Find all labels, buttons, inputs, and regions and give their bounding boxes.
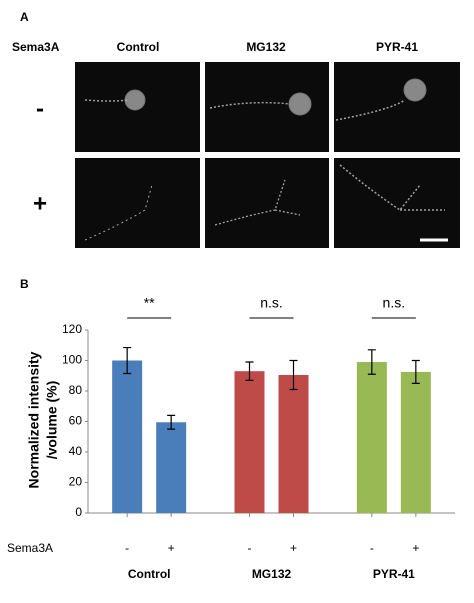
y-tick-label: 40 [69,444,83,458]
bar [400,371,431,513]
significance-label: ** [144,295,155,311]
y-tick-label: 80 [69,383,83,397]
row-header: Sema3A [12,40,60,54]
significance-label: n.s. [383,295,406,311]
group-label: PYR-41 [373,567,415,581]
column-label: Control [117,40,160,54]
bar [156,422,187,513]
column-label: MG132 [246,40,286,54]
significance-label: n.s. [260,295,283,311]
micrographs [75,62,460,248]
bar [234,371,265,513]
bar [278,374,309,513]
y-tick-label: 60 [69,414,83,428]
x-tick-label: + [412,541,419,555]
x-tick-label: + [168,541,175,555]
row-label: + [33,190,47,217]
y-tick-label: 0 [75,505,82,519]
bar [356,362,387,513]
error-bar [289,359,298,391]
column-label: PYR-41 [376,40,418,54]
y-tick-label: 100 [62,353,82,367]
group-label: MG132 [252,567,292,581]
panel-label: A [20,10,29,24]
error-bar [411,359,420,384]
y-axis-label: /volume (%) [44,381,60,460]
error-bar [123,346,132,375]
error-bar [367,349,376,375]
error-bar [167,414,176,430]
group-label: Control [128,567,171,581]
panel-label: B [20,277,29,291]
y-tick-label: 20 [69,475,83,489]
x-tick-label: - [248,541,252,555]
x-tick-label: + [290,541,297,555]
error-bar [245,361,254,381]
row-label: - [36,95,44,122]
x-tick-label: - [125,541,129,555]
y-tick-label: 120 [62,322,82,336]
x-axis-label: Sema3A [7,541,53,555]
y-axis-label: Normalized intensity [26,351,42,488]
x-tick-label: - [370,541,374,555]
bar [112,360,143,513]
